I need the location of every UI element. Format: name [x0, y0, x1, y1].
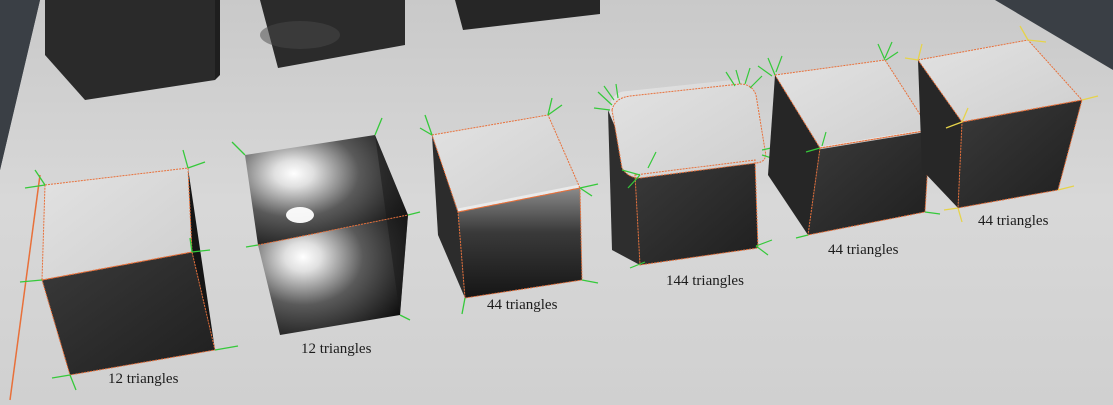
cube-6-label: 44 triangles	[978, 213, 1049, 229]
cube-glossy-12	[231, 117, 421, 335]
cube-44-yellow	[904, 25, 1099, 223]
cube-2-label: 12 triangles	[301, 341, 372, 357]
cube-bevel-44	[419, 97, 599, 315]
cube-bevel-144	[593, 67, 781, 269]
background-blocks	[45, 0, 600, 100]
cube-5-label: 44 triangles	[828, 242, 899, 258]
cube-flat-12	[19, 149, 239, 391]
cube-bevel-44-b	[757, 41, 953, 239]
cube-3-label: 44 triangles	[487, 297, 558, 313]
cube-1-label: 12 triangles	[108, 371, 179, 387]
cube-4-label: 144 triangles	[666, 273, 744, 289]
